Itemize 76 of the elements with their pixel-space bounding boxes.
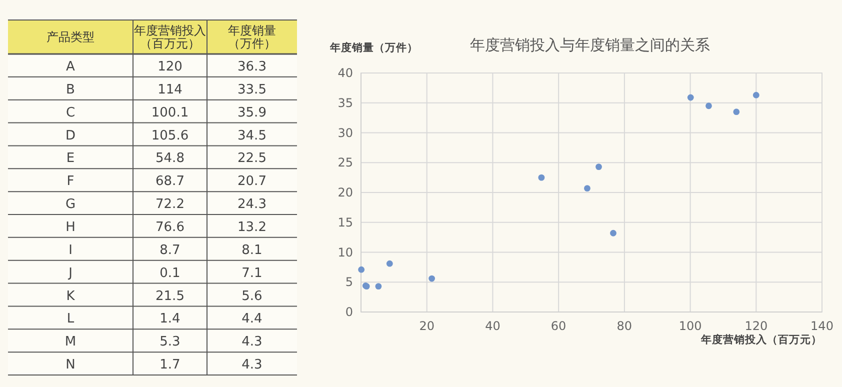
y-tick-label: 20 [338, 186, 353, 200]
text: E [66, 151, 75, 166]
text: 22.5 [238, 151, 266, 166]
point [538, 174, 545, 181]
text: 36.3 [238, 59, 266, 74]
text: 20.7 [238, 174, 266, 190]
text: 1.7 [160, 358, 180, 373]
text: M [64, 334, 76, 350]
point [752, 92, 760, 98]
x-tick-label: 20 [419, 319, 434, 333]
text: 产品类型 [46, 30, 94, 44]
point [596, 164, 602, 170]
x-axis-title: 年度营销投入（百万元） [700, 333, 822, 346]
text: 76.6 [156, 220, 184, 235]
y-tick-label: 25 [338, 156, 353, 170]
text: 4.3 [242, 334, 262, 350]
text: J [68, 266, 72, 281]
text: 1.4 [160, 312, 180, 327]
text: 24.3 [238, 197, 266, 212]
point [358, 266, 365, 273]
text: C [66, 105, 76, 120]
text: 年度营销投入（百万元） [134, 23, 206, 51]
text: I [68, 242, 72, 258]
y-tick-label: 10 [338, 245, 353, 260]
text: F [66, 174, 74, 190]
point [687, 94, 694, 101]
text: B [66, 82, 75, 98]
x-tick-label: 120 [744, 319, 768, 333]
text: 68.7 [156, 174, 184, 190]
text: 5.6 [242, 288, 262, 304]
text: A [66, 59, 76, 74]
y-tick-label: 40 [338, 66, 353, 80]
point [584, 185, 590, 192]
point [706, 102, 712, 110]
text: 72.2 [156, 197, 184, 212]
point [428, 275, 435, 282]
chart-title: 年度营销投入与年度销量之间的关系 [470, 36, 710, 54]
text: 5.3 [160, 334, 180, 350]
text: 114 [158, 82, 182, 98]
text: 年度销量（万件） [228, 23, 276, 51]
y-tick-label: 15 [338, 215, 353, 230]
text: H [66, 220, 76, 235]
text: 21.5 [156, 288, 184, 304]
x-tick-label: 140 [810, 319, 834, 333]
text: G [65, 197, 76, 212]
text: D [65, 128, 76, 144]
text: 54.8 [156, 151, 184, 166]
text: L [66, 312, 75, 327]
text: 8.1 [242, 242, 262, 258]
text: 0.1 [160, 266, 180, 281]
text: N [66, 358, 76, 373]
x-tick-label: 60 [550, 319, 566, 333]
text: 4.4 [242, 312, 262, 327]
y-tick-label: 35 [338, 96, 353, 110]
y-tick-label: 30 [338, 126, 353, 140]
y-tick-label: 5 [345, 275, 353, 290]
text: 34.5 [238, 128, 266, 144]
text: 120 [158, 59, 182, 74]
point [386, 260, 393, 267]
text: 33.5 [238, 82, 266, 98]
x-tick-label: 100 [678, 319, 702, 333]
text: 13.2 [238, 220, 266, 235]
text: 35.9 [238, 105, 266, 120]
x-tick-label: 40 [485, 319, 500, 333]
point [733, 108, 740, 116]
text: 7.1 [242, 266, 262, 281]
point [375, 283, 382, 290]
point [610, 230, 616, 236]
y-axis-title: 年度销量（万件） [329, 41, 418, 54]
text: 100.1 [151, 105, 189, 120]
text: 8.7 [160, 242, 180, 258]
text: K [66, 288, 76, 304]
text: 105.6 [151, 128, 189, 144]
x-tick-label: 80 [616, 319, 632, 333]
text: 4.3 [242, 358, 262, 373]
y-tick-label: 0 [345, 305, 353, 319]
